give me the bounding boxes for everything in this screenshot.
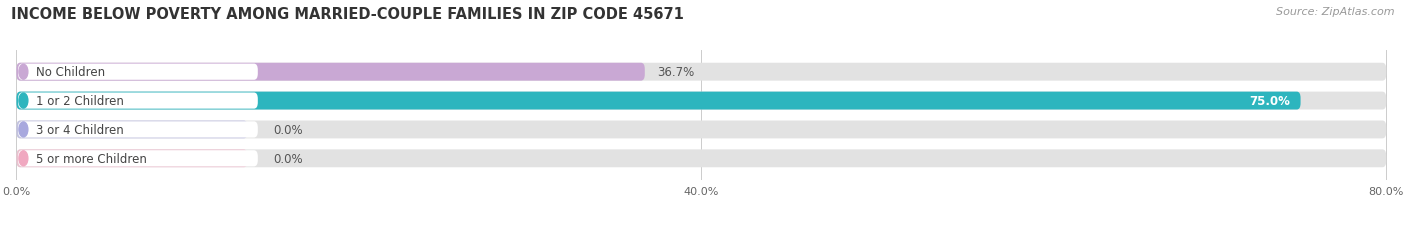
Text: Source: ZipAtlas.com: Source: ZipAtlas.com: [1277, 7, 1395, 17]
FancyBboxPatch shape: [17, 150, 1386, 167]
Text: 5 or more Children: 5 or more Children: [37, 152, 148, 165]
FancyBboxPatch shape: [17, 121, 1386, 139]
FancyBboxPatch shape: [17, 92, 1386, 110]
Text: 0.0%: 0.0%: [273, 152, 302, 165]
Text: 36.7%: 36.7%: [657, 66, 695, 79]
Text: No Children: No Children: [37, 66, 105, 79]
FancyBboxPatch shape: [18, 93, 257, 109]
FancyBboxPatch shape: [17, 121, 247, 139]
FancyBboxPatch shape: [17, 64, 645, 81]
Circle shape: [18, 94, 28, 109]
Text: 75.0%: 75.0%: [1250, 95, 1291, 108]
Text: INCOME BELOW POVERTY AMONG MARRIED-COUPLE FAMILIES IN ZIP CODE 45671: INCOME BELOW POVERTY AMONG MARRIED-COUPL…: [11, 7, 685, 22]
Text: 0.0%: 0.0%: [273, 123, 302, 136]
FancyBboxPatch shape: [18, 122, 257, 138]
FancyBboxPatch shape: [18, 64, 257, 80]
FancyBboxPatch shape: [17, 150, 247, 167]
Circle shape: [18, 151, 28, 166]
FancyBboxPatch shape: [17, 64, 1386, 81]
Text: 1 or 2 Children: 1 or 2 Children: [37, 95, 124, 108]
FancyBboxPatch shape: [18, 151, 257, 167]
Circle shape: [18, 122, 28, 137]
Text: 3 or 4 Children: 3 or 4 Children: [37, 123, 124, 136]
Circle shape: [18, 65, 28, 80]
FancyBboxPatch shape: [17, 92, 1301, 110]
